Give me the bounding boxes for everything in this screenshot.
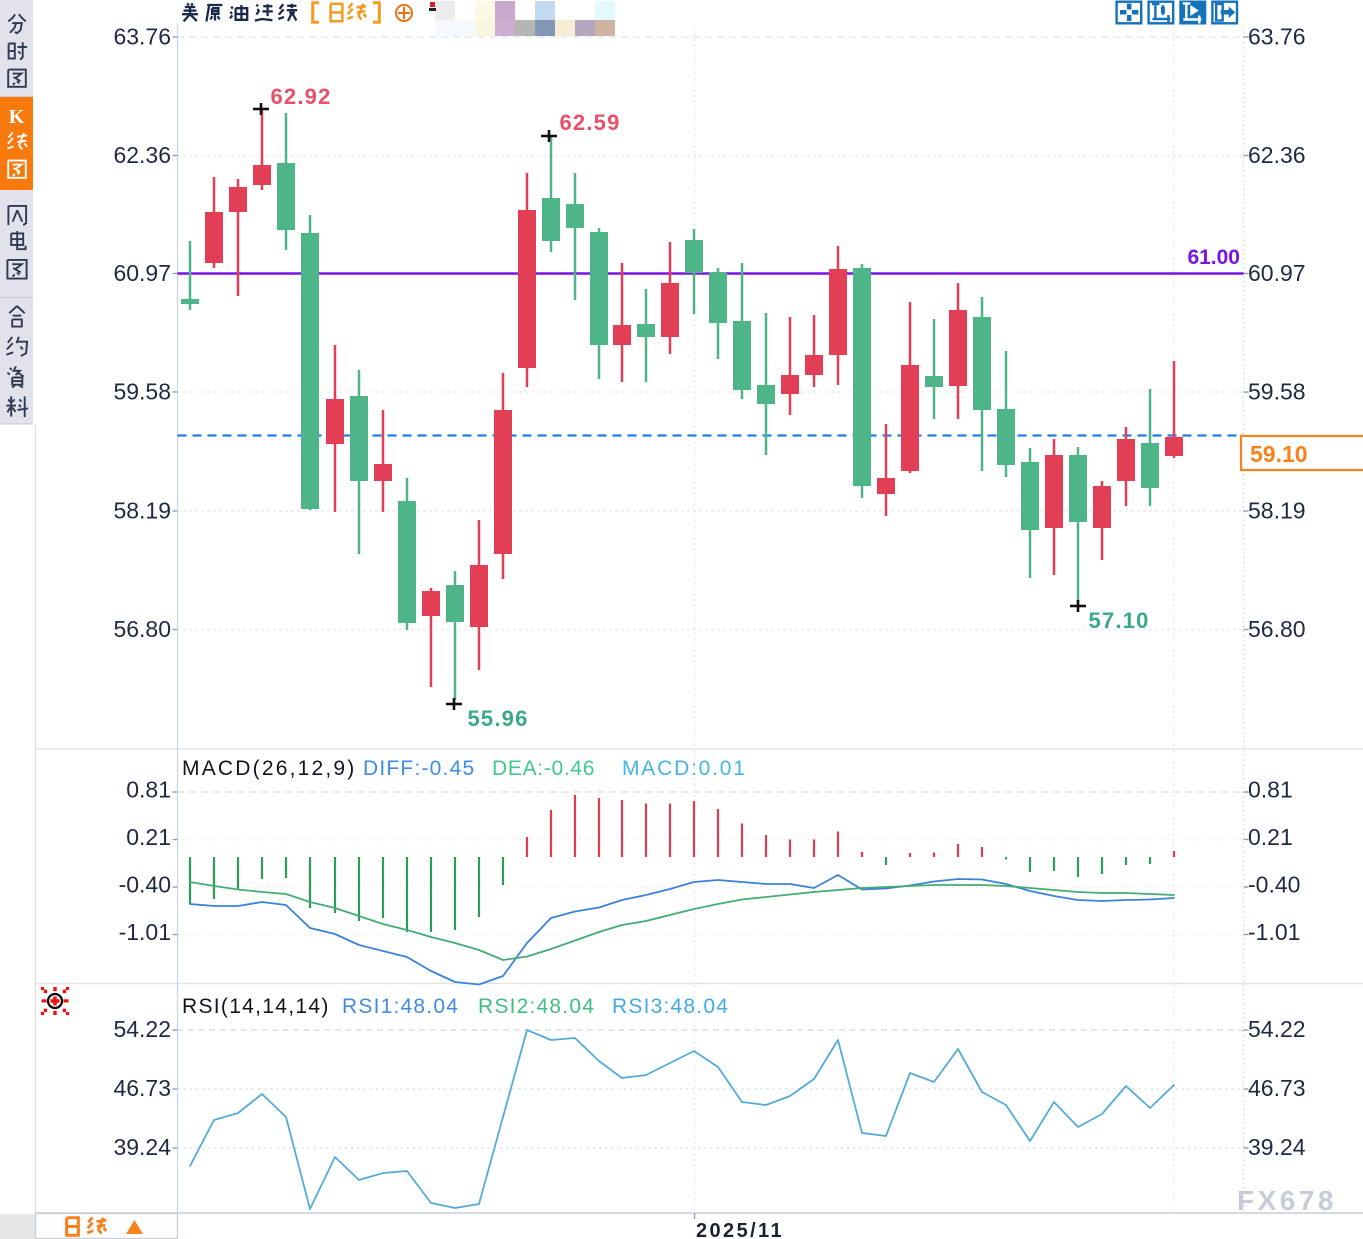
- svg-text:46.73: 46.73: [113, 1075, 171, 1101]
- svg-text:2025/11: 2025/11: [696, 1220, 784, 1239]
- svg-text:0.21: 0.21: [1248, 824, 1293, 850]
- svg-text:-0.40: -0.40: [119, 872, 171, 898]
- svg-text:RSI1:48.04: RSI1:48.04: [342, 995, 459, 1018]
- svg-text:39.24: 39.24: [113, 1134, 171, 1160]
- svg-text:58.19: 58.19: [113, 498, 171, 524]
- svg-text:0.21: 0.21: [126, 824, 171, 850]
- svg-text:-0.40: -0.40: [1248, 872, 1300, 898]
- svg-text:63.76: 63.76: [1248, 24, 1306, 50]
- svg-text:59.58: 59.58: [113, 379, 171, 405]
- svg-text:46.73: 46.73: [1248, 1075, 1306, 1101]
- svg-text:MACD:0.01: MACD:0.01: [622, 757, 747, 780]
- svg-text:60.97: 60.97: [1248, 260, 1306, 286]
- svg-text:62.36: 62.36: [113, 142, 171, 168]
- svg-text:54.22: 54.22: [1248, 1016, 1306, 1042]
- svg-text:39.24: 39.24: [1248, 1134, 1306, 1160]
- svg-text:59.10: 59.10: [1250, 441, 1308, 467]
- svg-text:K: K: [9, 106, 25, 128]
- svg-text:DIFF:-0.45: DIFF:-0.45: [363, 757, 475, 780]
- svg-text:56.80: 56.80: [113, 616, 171, 642]
- svg-text:RSI3:48.04: RSI3:48.04: [612, 995, 729, 1018]
- svg-text:FX678: FX678: [1237, 1185, 1337, 1216]
- svg-text:62.92: 62.92: [270, 84, 331, 109]
- svg-text:60.97: 60.97: [113, 260, 171, 286]
- svg-text:55.96: 55.96: [467, 706, 528, 731]
- svg-text:63.76: 63.76: [113, 24, 171, 50]
- svg-text:0.81: 0.81: [1248, 777, 1293, 803]
- svg-text:RSI(14,14,14): RSI(14,14,14): [182, 995, 330, 1018]
- svg-text:-1.01: -1.01: [119, 919, 171, 945]
- svg-text:56.80: 56.80: [1248, 616, 1306, 642]
- svg-text:RSI2:48.04: RSI2:48.04: [478, 995, 595, 1018]
- svg-text:58.19: 58.19: [1248, 498, 1306, 524]
- svg-text:54.22: 54.22: [113, 1016, 171, 1042]
- svg-text:MACD(26,12,9): MACD(26,12,9): [182, 757, 356, 780]
- svg-text:0.81: 0.81: [126, 777, 171, 803]
- svg-text:62.59: 62.59: [559, 110, 620, 135]
- svg-text:DEA:-0.46: DEA:-0.46: [492, 757, 595, 780]
- svg-text:-1.01: -1.01: [1248, 919, 1300, 945]
- svg-text:62.36: 62.36: [1248, 142, 1306, 168]
- svg-text:59.58: 59.58: [1248, 379, 1306, 405]
- svg-text:61.00: 61.00: [1187, 246, 1240, 269]
- svg-text:57.10: 57.10: [1088, 608, 1149, 633]
